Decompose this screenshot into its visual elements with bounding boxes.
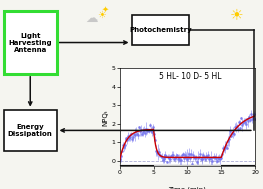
FancyBboxPatch shape bbox=[4, 110, 57, 151]
Bar bbox=[120, 165, 255, 166]
Bar bbox=[120, 165, 154, 166]
FancyBboxPatch shape bbox=[4, 11, 57, 74]
Y-axis label: NPQₜ: NPQₜ bbox=[103, 109, 109, 125]
Text: 5 HL- 10 D- 5 HL: 5 HL- 10 D- 5 HL bbox=[159, 72, 221, 81]
Text: ☀: ☀ bbox=[230, 8, 244, 23]
FancyBboxPatch shape bbox=[132, 15, 189, 45]
Text: ☁: ☁ bbox=[86, 12, 98, 25]
Bar bbox=[221, 165, 255, 166]
Text: Light
Harvesting
Antenna: Light Harvesting Antenna bbox=[8, 33, 52, 53]
Text: ☀: ☀ bbox=[97, 10, 106, 20]
Text: Energy
Dissipation: Energy Dissipation bbox=[8, 124, 53, 137]
X-axis label: Time (min): Time (min) bbox=[168, 187, 206, 189]
Text: Photochemistry: Photochemistry bbox=[129, 27, 192, 33]
Text: ✦: ✦ bbox=[102, 5, 109, 14]
